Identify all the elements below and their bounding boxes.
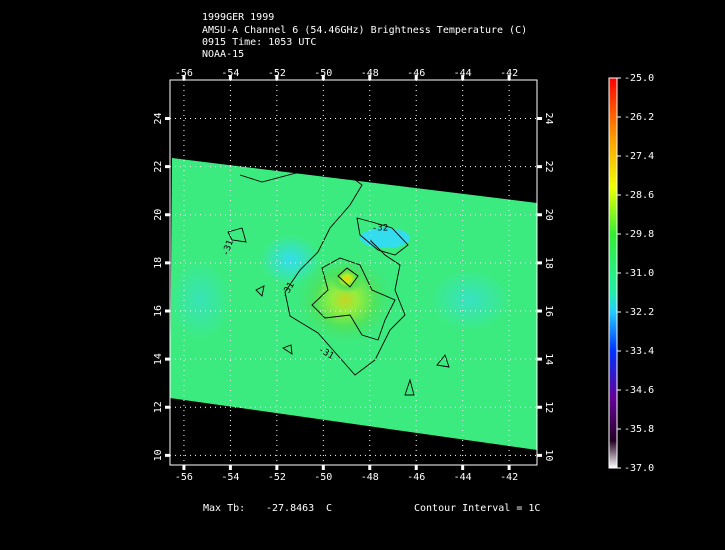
y-tick-label: 18 (153, 257, 164, 269)
x-tick-label: -42 (500, 472, 518, 483)
x-tick-label: -48 (361, 68, 379, 79)
x-tick-label: -52 (268, 472, 286, 483)
max-label: Max Tb: (203, 503, 245, 514)
x-tick-label: -54 (221, 472, 239, 483)
x-tick-label: -54 (221, 68, 239, 79)
colorbar-tick-label: -31.0 (624, 268, 654, 279)
y-tick-label: 24 (543, 112, 554, 124)
contour-line (404, 378, 415, 396)
contour-line (227, 227, 247, 243)
max-unit: C (326, 503, 332, 514)
swath-field (170, 158, 537, 450)
contour-line (436, 354, 450, 368)
y-tick-label: 10 (543, 449, 554, 461)
x-tick-label: -50 (314, 68, 332, 79)
contour-line (282, 344, 293, 355)
title-line: AMSU-A Channel 6 (54.46GHz) Brightness T… (202, 25, 527, 36)
y-tick-label: 20 (543, 209, 554, 221)
y-tick-label: 12 (543, 401, 554, 413)
colorbar-tick-label: -32.2 (624, 307, 654, 318)
x-tick-label: -56 (175, 68, 193, 79)
x-tick-label: -42 (500, 68, 518, 79)
x-tick-label: -46 (407, 68, 425, 79)
contour-line (311, 257, 396, 341)
contour-line (239, 171, 406, 376)
colorbar-tick-label: -29.8 (624, 229, 654, 240)
x-tick-label: -52 (268, 68, 286, 79)
colorbar-tick-label: -37.0 (624, 463, 654, 474)
title-line: NOAA-15 (202, 49, 244, 60)
y-tick-label: 16 (153, 305, 164, 317)
contour-label: -32 (372, 224, 388, 234)
y-tick-label: 14 (153, 353, 164, 365)
colorbar-tick-label: -33.4 (624, 346, 654, 357)
x-tick-label: -46 (407, 472, 425, 483)
footer: Max Tb: -27.8463 C Contour Interval = 1C (203, 503, 540, 514)
header: 1999GER 1999 AMSU-A Channel 6 (54.46GHz)… (202, 12, 527, 60)
y-tick-label: 10 (153, 449, 164, 461)
y-tick-label: 24 (153, 112, 164, 124)
x-tick-label: -56 (175, 472, 193, 483)
y-tick-label: 22 (153, 161, 164, 173)
y-tick-label: 22 (543, 161, 554, 173)
colorbar-tick-label: -27.4 (624, 151, 654, 162)
colorbar (608, 77, 618, 469)
y-tick-label: 18 (543, 257, 554, 269)
y-tick-label: 14 (543, 353, 554, 365)
contour-line (255, 285, 265, 297)
title-line: 1999GER 1999 (202, 12, 274, 23)
colorbar-tick-label: -25.0 (624, 73, 654, 84)
x-tick-label: -48 (361, 472, 379, 483)
colorbar-tick-label: -28.6 (624, 190, 654, 201)
contour-line (337, 267, 359, 288)
colorbar-tick-label: -26.2 (624, 112, 654, 123)
x-tick-label: -44 (454, 472, 472, 483)
contours (227, 171, 450, 396)
colorbar-tick-label: -35.8 (624, 424, 654, 435)
max-value: -27.8463 (266, 503, 314, 514)
y-tick-label: 16 (543, 305, 554, 317)
contour-line (356, 217, 409, 256)
y-tick-label: 12 (153, 401, 164, 413)
y-tick-label: 20 (153, 209, 164, 221)
x-tick-label: -50 (314, 472, 332, 483)
plot-frame (169, 79, 538, 466)
title-line: 0915 Time: 1053 UTC (202, 37, 316, 48)
colorbar-tick-label: -34.6 (624, 385, 654, 396)
x-tick-label: -44 (454, 68, 472, 79)
contour-interval: Contour Interval = 1C (414, 503, 540, 514)
